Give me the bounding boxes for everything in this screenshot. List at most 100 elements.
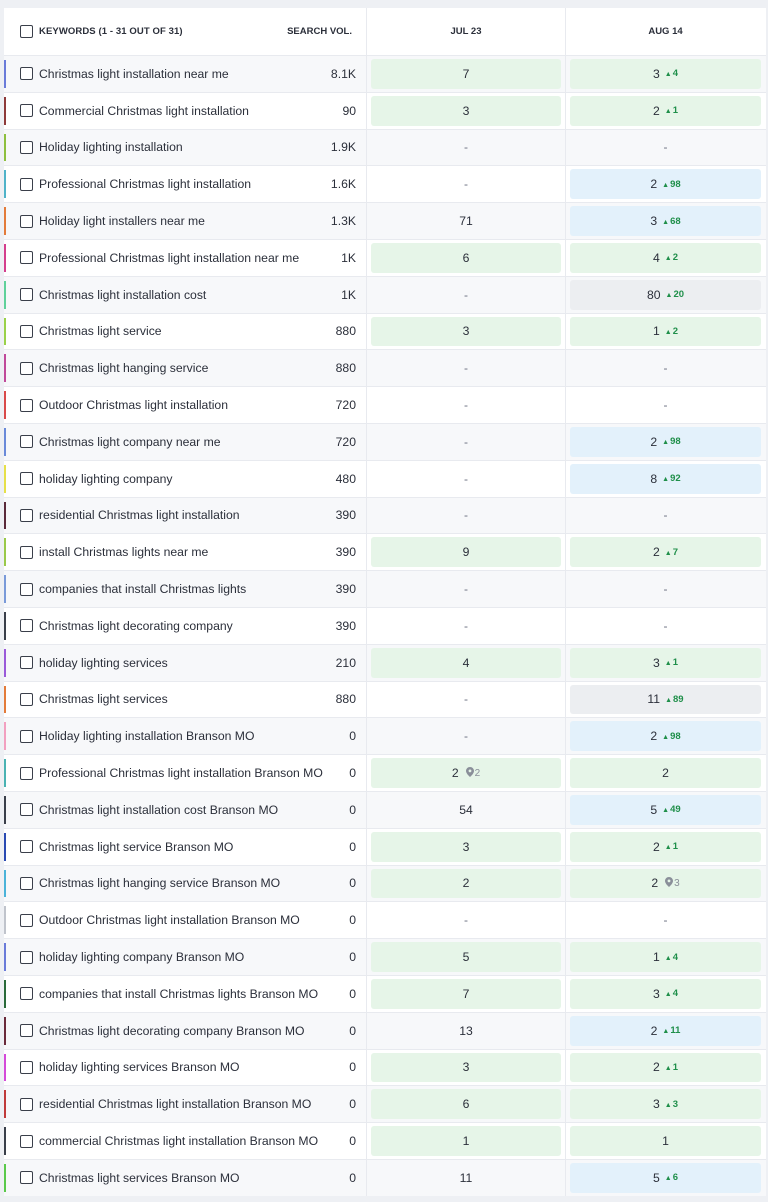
table-row[interactable]: residential Christmas light installation… (4, 496, 766, 534)
table-row[interactable]: commercial Christmas light installation … (4, 1122, 766, 1159)
row-checkbox[interactable] (20, 729, 33, 743)
row-checkbox[interactable] (20, 508, 33, 522)
table-row[interactable]: Professional Christmas light installatio… (4, 238, 766, 276)
keyword-text[interactable]: Christmas light hanging service Branson … (39, 876, 281, 891)
table-row[interactable]: Christmas light installation cost 1K - 80 ▲2… (4, 275, 766, 313)
aug14-rank-cell[interactable]: 3 ▲1 (566, 645, 765, 681)
aug14-rank-cell[interactable]: 1 (566, 1123, 765, 1159)
jul23-rank-cell[interactable]: 3 (367, 1049, 566, 1086)
table-row[interactable]: Christmas light decorating company 390 - - (4, 606, 766, 644)
keyword-text[interactable]: Professional Christmas light installatio… (39, 177, 252, 192)
row-checkbox[interactable] (20, 656, 33, 670)
jul23-column-header[interactable]: JUL 23 (367, 8, 566, 55)
table-row[interactable]: Holiday light installers near me 1.3K 71 3 ▲… (4, 202, 766, 239)
table-row[interactable]: companies that install Christmas lights … (4, 974, 766, 1012)
table-row[interactable]: Christmas light service 880 3 1 ▲2 (4, 312, 766, 350)
aug14-rank-cell[interactable]: 2 ▲1 (566, 1050, 765, 1086)
jul23-rank-cell[interactable]: - (367, 571, 566, 607)
aug14-rank-cell[interactable]: 2 ▲1 (566, 829, 765, 865)
jul23-rank-cell[interactable]: 6 (367, 239, 566, 276)
jul23-rank-cell[interactable]: - (367, 387, 566, 423)
aug14-rank-cell[interactable]: 3 ▲3 (566, 1086, 765, 1122)
jul23-rank-cell[interactable]: - (367, 423, 566, 460)
table-row[interactable]: Professional Christmas light installatio… (4, 754, 766, 791)
jul23-rank-cell[interactable]: - (367, 276, 566, 313)
aug14-rank-cell[interactable]: 2 ▲98 (566, 424, 765, 460)
row-checkbox[interactable] (20, 324, 33, 338)
jul23-rank-cell[interactable]: 11 (367, 1159, 566, 1196)
keyword-text[interactable]: Christmas light services Branson MO (39, 1170, 240, 1185)
table-row[interactable]: Christmas light hanging service Branson … (4, 864, 766, 902)
table-row[interactable]: Christmas light decorating company Brans… (4, 1011, 766, 1049)
row-checkbox[interactable] (20, 1024, 33, 1038)
table-row[interactable]: holiday lighting company Branson MO 0 5 1 ▲4 (4, 938, 766, 975)
row-checkbox[interactable] (20, 104, 33, 118)
row-checkbox[interactable] (20, 140, 33, 154)
aug14-rank-cell[interactable]: 2 ▲1 (566, 93, 765, 129)
row-checkbox[interactable] (20, 1060, 33, 1074)
table-row[interactable]: residential Christmas light installation… (4, 1085, 766, 1123)
keyword-text[interactable]: Christmas light decorating company Brans… (39, 1023, 305, 1038)
table-row[interactable]: holiday lighting services Branson MO 0 3 2 ▲… (4, 1048, 766, 1086)
table-row[interactable]: Christmas light company near me 720 - 2 ▲98 (4, 422, 766, 460)
table-row[interactable]: Commercial Christmas light installation 9… (4, 91, 766, 129)
keyword-text[interactable]: Professional Christmas light installatio… (39, 766, 323, 781)
keyword-text[interactable]: install Christmas lights near me (39, 545, 209, 560)
jul23-rank-cell[interactable]: 5 (367, 939, 566, 975)
table-row[interactable]: holiday lighting services 210 4 3 ▲1 (4, 643, 766, 681)
row-checkbox[interactable] (20, 950, 33, 964)
row-checkbox[interactable] (20, 398, 33, 412)
aug14-rank-cell[interactable]: 1 ▲4 (566, 939, 765, 975)
keyword-text[interactable]: Professional Christmas light installatio… (39, 250, 300, 265)
aug14-rank-cell[interactable]: 2 ▲98 (566, 166, 765, 202)
row-checkbox[interactable] (20, 692, 33, 706)
row-checkbox[interactable] (20, 435, 33, 449)
aug14-rank-cell[interactable]: 5 ▲49 (566, 792, 765, 828)
jul23-rank-cell[interactable]: 3 (367, 828, 566, 865)
aug14-rank-cell[interactable]: - (566, 608, 765, 644)
jul23-rank-cell[interactable]: - (367, 460, 566, 497)
keyword-text[interactable]: Christmas light installation cost Branso… (39, 802, 279, 817)
aug14-rank-cell[interactable]: 3 ▲4 (566, 976, 765, 1012)
table-row[interactable]: Holiday lighting installation 1.9K - - (4, 128, 766, 166)
keyword-text[interactable]: holiday lighting company Branson MO (39, 950, 245, 965)
jul23-rank-cell[interactable]: 71 (367, 203, 566, 239)
jul23-rank-cell[interactable]: 13 (367, 1012, 566, 1049)
jul23-rank-cell[interactable]: - (367, 607, 566, 644)
row-checkbox[interactable] (20, 545, 33, 559)
aug14-column-header[interactable]: AUG 14 (648, 26, 683, 37)
table-row[interactable]: Christmas light services Branson MO 0 11 5 ▲… (4, 1158, 766, 1196)
row-checkbox[interactable] (20, 987, 33, 1001)
jul23-rank-cell[interactable]: 3 (367, 313, 566, 350)
aug14-rank-cell[interactable]: 8 ▲92 (566, 461, 765, 497)
keyword-text[interactable]: Christmas light hanging service (39, 361, 209, 376)
aug14-rank-cell[interactable]: - (566, 387, 765, 423)
aug14-rank-cell[interactable]: - (566, 498, 765, 534)
table-row[interactable]: Christmas light hanging service 880 - - (4, 349, 766, 387)
jul23-rank-cell[interactable]: 7 (367, 56, 566, 92)
keyword-text[interactable]: Christmas light service Branson MO (39, 839, 234, 854)
table-row[interactable]: Professional Christmas light installatio… (4, 165, 766, 203)
row-checkbox[interactable] (20, 582, 33, 596)
jul23-rank-cell[interactable]: - (367, 497, 566, 534)
jul23-rank-cell[interactable]: 7 (367, 975, 566, 1012)
keyword-text[interactable]: Holiday lighting installation (39, 140, 183, 155)
search-volume-column-header[interactable]: SEARCH VOL. (287, 26, 352, 37)
aug14-rank-cell[interactable]: 2 (566, 755, 765, 791)
row-checkbox[interactable] (20, 288, 33, 302)
row-checkbox[interactable] (20, 1171, 33, 1185)
row-checkbox[interactable] (20, 803, 33, 817)
keyword-text[interactable]: residential Christmas light installation… (39, 1097, 312, 1112)
row-checkbox[interactable] (20, 913, 33, 927)
keyword-text[interactable]: Christmas light installation near me (39, 66, 229, 81)
keyword-text[interactable]: Christmas light installation cost (39, 287, 207, 302)
jul23-rank-cell[interactable]: 4 (367, 644, 566, 681)
jul23-rank-cell[interactable]: - (367, 350, 566, 387)
table-row[interactable]: Holiday lighting installation Branson MO… (4, 717, 766, 755)
table-row[interactable]: companies that install Christmas lights 3… (4, 570, 766, 607)
keyword-text[interactable]: holiday lighting services Branson MO (39, 1060, 240, 1075)
keyword-text[interactable]: Commercial Christmas light installation (39, 103, 249, 118)
table-row[interactable]: Christmas light services 880 - 11 ▲89 (4, 680, 766, 718)
aug14-rank-cell[interactable]: 11 ▲89 (566, 682, 765, 718)
row-checkbox[interactable] (20, 214, 33, 228)
